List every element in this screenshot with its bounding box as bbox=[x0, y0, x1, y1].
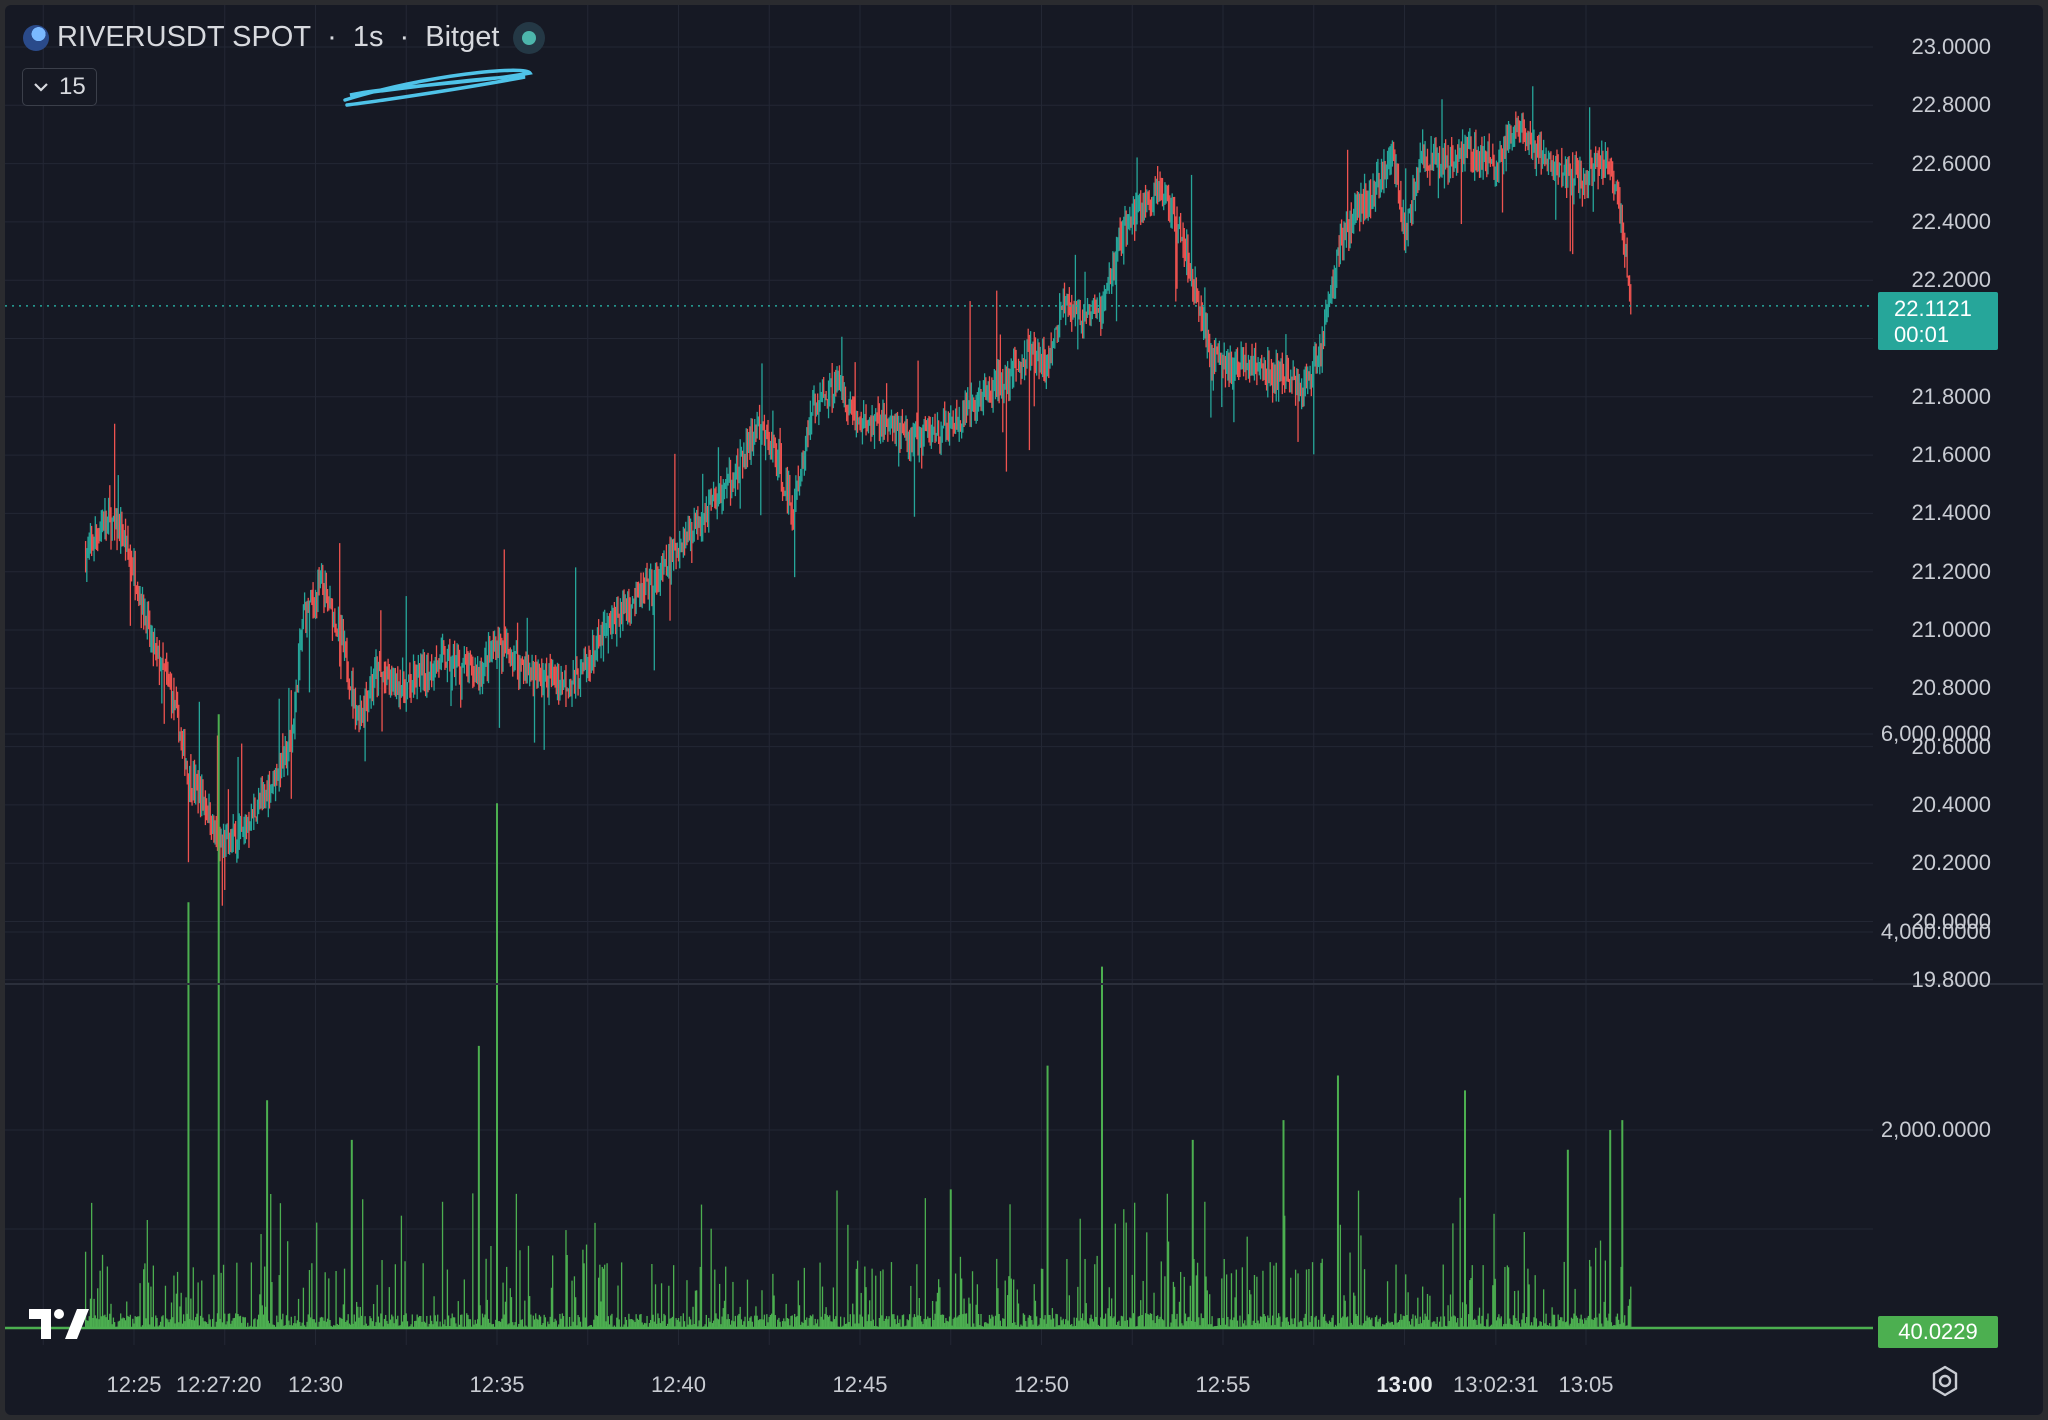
time-axis-label: 12:25 bbox=[106, 1372, 162, 1397]
gear-icon[interactable] bbox=[1928, 1364, 1962, 1398]
last-volume-label: 40.0229 bbox=[1878, 1316, 1998, 1348]
time-axis-label: 12:40 bbox=[650, 1372, 707, 1397]
legend-separator: · bbox=[391, 21, 418, 53]
price-axis-label: 21.6000 bbox=[1911, 442, 1991, 468]
price-axis-label: 22.2000 bbox=[1911, 267, 1991, 293]
chevron-down-icon bbox=[34, 83, 48, 92]
time-axis-label: 13:02:31 bbox=[1453, 1372, 1539, 1397]
price-axis-label: 20.8000 bbox=[1911, 675, 1991, 701]
candles bbox=[84, 86, 1632, 906]
price-axis-label: 20.6000 bbox=[1911, 733, 1991, 759]
volume-axis-label: 4,000.0000 bbox=[1880, 919, 1991, 944]
live-status-icon bbox=[513, 21, 546, 54]
price-axis-label: 20.4000 bbox=[1911, 791, 1991, 817]
price-axis-label: 20.0000 bbox=[1911, 908, 1991, 934]
interval-label: 1s bbox=[352, 21, 384, 53]
scribble-mark bbox=[343, 68, 533, 107]
price-axis-label: 22.4000 bbox=[1911, 208, 1991, 234]
grid-lines bbox=[5, 5, 1873, 1345]
time-axis-label: 12:45 bbox=[832, 1372, 888, 1397]
price-axis-label: 23.0000 bbox=[1911, 34, 1991, 59]
volume-bars bbox=[5, 714, 1873, 1330]
price-axis-label: 19.8000 bbox=[1911, 966, 1991, 992]
volume-axis-label: 6,000.0000 bbox=[1880, 721, 1991, 746]
last-price-value: 22.1121 bbox=[1894, 296, 1972, 321]
time-axis-label: 12:27:20 bbox=[175, 1372, 262, 1397]
chart-frame: RIVERUSDT SPOT · 1s · Bitget 15 23.0000 2… bbox=[5, 5, 2043, 1415]
tradingview-logo[interactable] bbox=[27, 1305, 95, 1341]
bar-countdown: 00:01 bbox=[1894, 322, 1950, 347]
legend-separator: · bbox=[319, 21, 345, 53]
price-axis-label: 21.4000 bbox=[1911, 500, 1991, 526]
time-axis-label: 12:30 bbox=[287, 1372, 344, 1397]
time-axis-label: 13:05 bbox=[1558, 1372, 1614, 1397]
price-axis-label: 21.0000 bbox=[1911, 617, 1991, 642]
time-axis-label: 12:35 bbox=[469, 1372, 525, 1397]
river-coin-icon bbox=[23, 24, 49, 51]
indicators-toggle-button[interactable]: 15 bbox=[22, 68, 97, 106]
exchange-name: Bitget bbox=[425, 21, 500, 53]
volume-axis-label: 2,000.0000 bbox=[1880, 1117, 1991, 1142]
symbol-legend[interactable]: RIVERUSDT SPOT · 1s · Bitget bbox=[23, 21, 546, 54]
price-axis-label: 20.2000 bbox=[1911, 850, 1991, 876]
price-axis-label: 21.2000 bbox=[1911, 558, 1991, 584]
price-axis-label: 22.6000 bbox=[1911, 150, 1991, 176]
symbol-name: RIVERUSDT SPOT bbox=[57, 21, 312, 53]
last-price-label: 22.1121 00:01 bbox=[1878, 292, 1998, 350]
price-chart[interactable] bbox=[5, 5, 2043, 1415]
time-axis-label: 12:55 bbox=[1195, 1372, 1251, 1397]
time-axis-label: 12:50 bbox=[1013, 1372, 1070, 1397]
price-axis-label: 21.8000 bbox=[1911, 383, 1991, 409]
indicator-count: 15 bbox=[59, 73, 86, 100]
price-axis-label: 22.8000 bbox=[1911, 92, 1991, 118]
time-axis-label: 13:00 bbox=[1376, 1372, 1433, 1397]
